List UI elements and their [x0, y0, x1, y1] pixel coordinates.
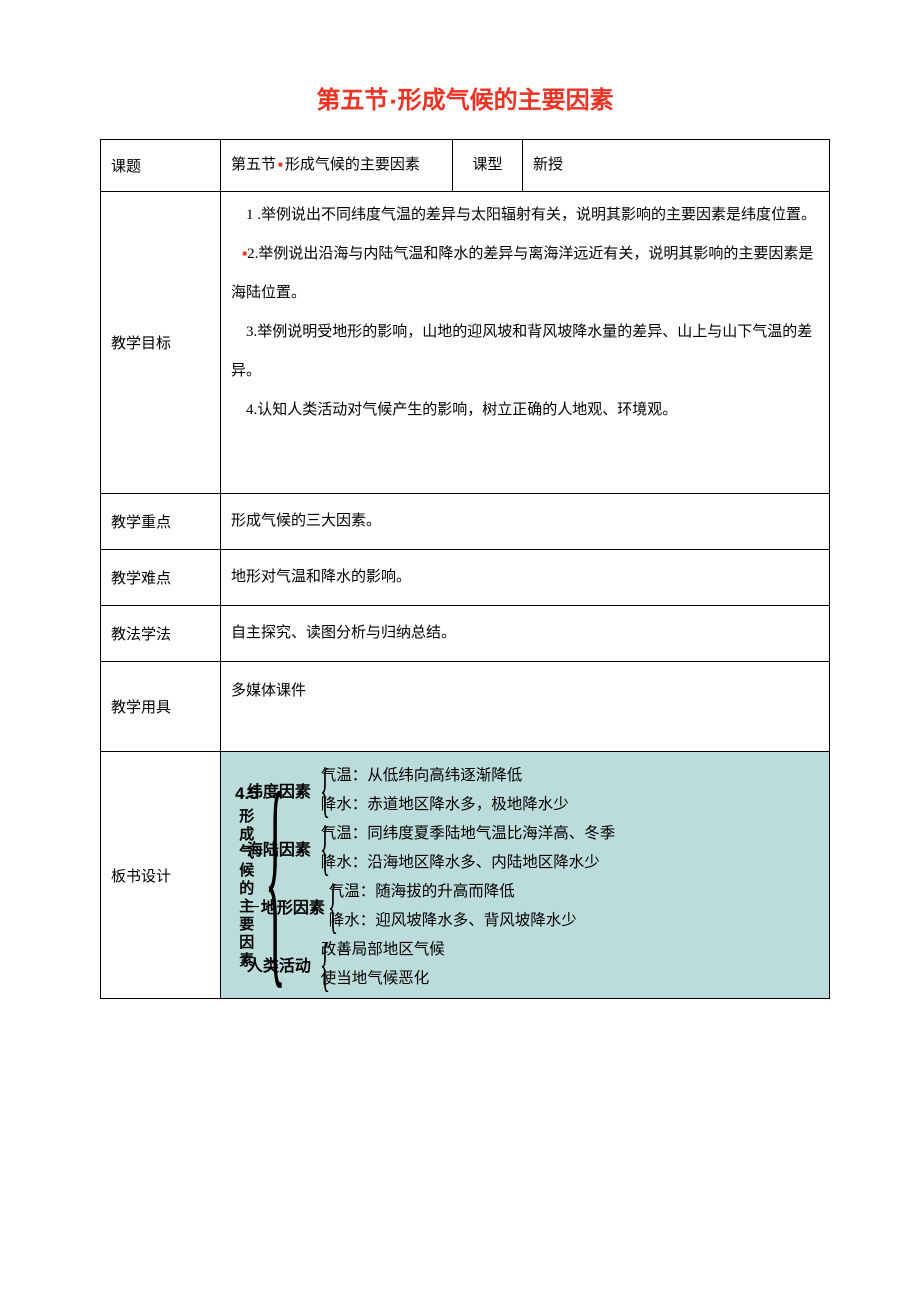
- label-type: 课型: [453, 140, 523, 192]
- label-key: 教学重点: [101, 494, 221, 550]
- table-row: 课题 第五节 ■ 形成气候的主要因素 课型 新授: [101, 140, 830, 192]
- label-method: 教法学法: [101, 606, 221, 662]
- page-title: 第五节 ■ 形成气候的主要因素: [100, 80, 830, 115]
- factor-list: 纬度因素 { 气温：从低纬向高纬逐渐降低 降水：赤道地区降水多，极地降水少 海陆…: [247, 761, 615, 993]
- label-tools: 教学用具: [101, 662, 221, 752]
- lesson-plan-table: 课题 第五节 ■ 形成气候的主要因素 课型 新授 教学目标 1 .举例说出不同纬…: [100, 139, 830, 999]
- factor-item: 纬度因素 { 气温：从低纬向高纬逐渐降低 降水：赤道地区降水多，极地降水少: [247, 761, 615, 819]
- dot-icon: ■: [276, 160, 285, 169]
- brace-icon: {: [320, 936, 330, 992]
- cell-diff: 地形对气温和降水的影响。: [221, 550, 830, 606]
- cell-goals: 1 .举例说出不同纬度气温的差异与太阳辐射有关，说明其影响的主要因素是纬度位置。…: [221, 192, 830, 494]
- label-diff: 教学难点: [101, 550, 221, 606]
- table-row: 板书设计 4.5 形成气候的主要因素 { 纬度因素 { 气温：从低纬向高纬逐渐降: [101, 752, 830, 999]
- cell-board: 4.5 形成气候的主要因素 { 纬度因素 { 气温：从低纬向高纬逐渐降低 降水：…: [221, 752, 830, 999]
- label-goal: 教学目标: [101, 192, 221, 494]
- table-row: 教学目标 1 .举例说出不同纬度气温的差异与太阳辐射有关，说明其影响的主要因素是…: [101, 192, 830, 494]
- brace-icon: {: [328, 878, 338, 934]
- factor-item: 人类活动 { 改善局部地区气候 使当地气候恶化: [247, 935, 615, 993]
- cell-method: 自主探究、读图分析与归纳总结。: [221, 606, 830, 662]
- dash-icon: [247, 906, 259, 907]
- factor-item: 地形因素 { 气温：随海拔的升高而降低 降水：迎风坡降水多、背风坡降水少: [247, 877, 615, 935]
- brace-icon: {: [320, 820, 330, 876]
- factor-item: 海陆因素 { 气温：同纬度夏季陆地气温比海洋高、冬季 降水：沿海地区降水多、内陆…: [247, 819, 615, 877]
- label-board: 板书设计: [101, 752, 221, 999]
- cell-type: 新授: [523, 140, 830, 192]
- table-row: 教学难点 地形对气温和降水的影响。: [101, 550, 830, 606]
- cell-topic: 第五节 ■ 形成气候的主要因素: [221, 140, 453, 192]
- cell-tools: 多媒体课件: [221, 662, 830, 752]
- dot-icon: ■: [388, 97, 397, 106]
- brace-icon: {: [265, 758, 286, 996]
- label-topic: 课题: [101, 140, 221, 192]
- table-row: 教学用具 多媒体课件: [101, 662, 830, 752]
- brace-icon: {: [320, 762, 330, 818]
- board-diagram: 4.5 形成气候的主要因素 { 纬度因素 { 气温：从低纬向高纬逐渐降低 降水：…: [221, 752, 829, 998]
- cell-key: 形成气候的三大因素。: [221, 494, 830, 550]
- table-row: 教学重点 形成气候的三大因素。: [101, 494, 830, 550]
- table-row: 教法学法 自主探究、读图分析与归纳总结。: [101, 606, 830, 662]
